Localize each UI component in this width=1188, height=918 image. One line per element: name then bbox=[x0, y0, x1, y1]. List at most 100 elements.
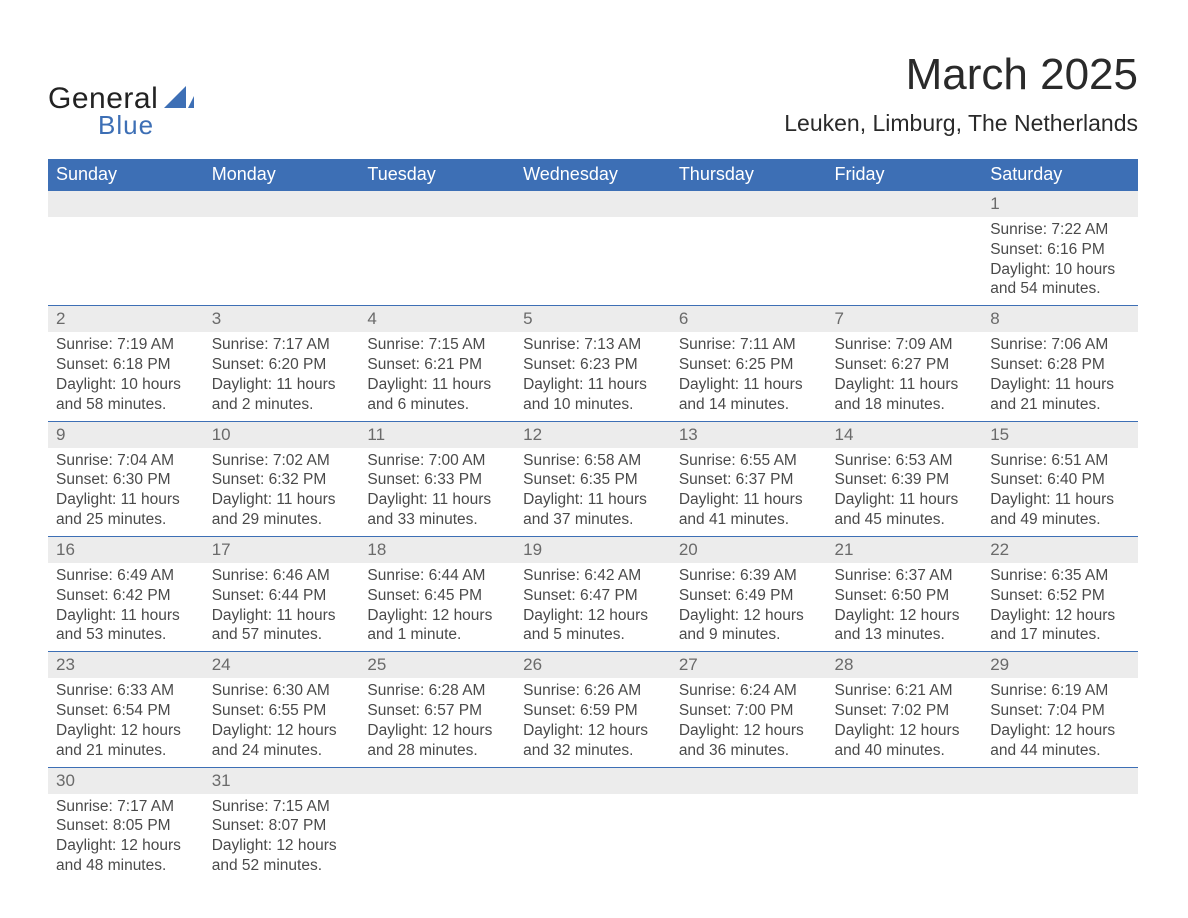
detail-line: Daylight: 12 hours bbox=[56, 836, 196, 856]
detail-line: Daylight: 11 hours bbox=[523, 375, 663, 395]
detail-line: Daylight: 11 hours bbox=[990, 490, 1130, 510]
day-number bbox=[671, 767, 827, 794]
day-number: 18 bbox=[359, 536, 515, 563]
detail-line bbox=[523, 260, 663, 280]
day-number bbox=[982, 767, 1138, 794]
detail-line: Daylight: 12 hours bbox=[212, 721, 352, 741]
day-details bbox=[671, 217, 827, 306]
detail-line: Sunrise: 6:28 AM bbox=[367, 681, 507, 701]
detail-line bbox=[679, 816, 819, 836]
detail-line: Sunrise: 6:46 AM bbox=[212, 566, 352, 586]
detail-line: Sunrise: 6:37 AM bbox=[835, 566, 975, 586]
detail-line: Daylight: 11 hours bbox=[56, 490, 196, 510]
detail-line: Sunset: 7:02 PM bbox=[835, 701, 975, 721]
detail-line: Daylight: 12 hours bbox=[990, 721, 1130, 741]
detail-line: Sunrise: 6:44 AM bbox=[367, 566, 507, 586]
detail-line: Sunset: 6:28 PM bbox=[990, 355, 1130, 375]
day-number: 10 bbox=[204, 421, 360, 448]
detail-line bbox=[835, 797, 975, 817]
detail-line bbox=[56, 260, 196, 280]
day-details bbox=[48, 217, 204, 306]
day-number bbox=[827, 191, 983, 217]
detail-line: Sunrise: 6:53 AM bbox=[835, 451, 975, 471]
detail-line bbox=[835, 279, 975, 299]
detail-line bbox=[367, 856, 507, 876]
detail-line: Sunset: 6:49 PM bbox=[679, 586, 819, 606]
day-number bbox=[48, 191, 204, 217]
day-details: Sunrise: 6:33 AMSunset: 6:54 PMDaylight:… bbox=[48, 678, 204, 767]
day-number: 16 bbox=[48, 536, 204, 563]
detail-line: Sunrise: 6:42 AM bbox=[523, 566, 663, 586]
day-number: 5 bbox=[515, 306, 671, 333]
detail-line bbox=[835, 816, 975, 836]
day-details: Sunrise: 7:04 AMSunset: 6:30 PMDaylight:… bbox=[48, 448, 204, 537]
detail-line: Sunset: 6:21 PM bbox=[367, 355, 507, 375]
detail-line: Daylight: 12 hours bbox=[523, 606, 663, 626]
day-number: 11 bbox=[359, 421, 515, 448]
page-subtitle: Leuken, Limburg, The Netherlands bbox=[784, 110, 1138, 137]
detail-line: Sunset: 6:42 PM bbox=[56, 586, 196, 606]
daynum-row: 9101112131415 bbox=[48, 421, 1138, 448]
detail-line: and 37 minutes. bbox=[523, 510, 663, 530]
detail-line: Daylight: 11 hours bbox=[679, 490, 819, 510]
detail-line bbox=[523, 279, 663, 299]
day-details: Sunrise: 6:53 AMSunset: 6:39 PMDaylight:… bbox=[827, 448, 983, 537]
day-details: Sunrise: 6:19 AMSunset: 7:04 PMDaylight:… bbox=[982, 678, 1138, 767]
detail-line: Sunrise: 6:49 AM bbox=[56, 566, 196, 586]
detail-line: Sunrise: 6:35 AM bbox=[990, 566, 1130, 586]
day-number bbox=[827, 767, 983, 794]
detail-line: Sunrise: 7:00 AM bbox=[367, 451, 507, 471]
detail-line: Daylight: 11 hours bbox=[523, 490, 663, 510]
detail-line bbox=[523, 856, 663, 876]
detail-line bbox=[56, 240, 196, 260]
detail-line bbox=[990, 797, 1130, 817]
day-details bbox=[827, 217, 983, 306]
detail-line: Sunset: 8:05 PM bbox=[56, 816, 196, 836]
detail-line: and 41 minutes. bbox=[679, 510, 819, 530]
day-details: Sunrise: 6:58 AMSunset: 6:35 PMDaylight:… bbox=[515, 448, 671, 537]
detail-line: Daylight: 11 hours bbox=[212, 375, 352, 395]
detail-line: Sunrise: 7:17 AM bbox=[212, 335, 352, 355]
daynum-row: 3031 bbox=[48, 767, 1138, 794]
detail-line: and 14 minutes. bbox=[679, 395, 819, 415]
day-details: Sunrise: 7:13 AMSunset: 6:23 PMDaylight:… bbox=[515, 332, 671, 421]
detail-line: Daylight: 12 hours bbox=[679, 721, 819, 741]
detail-line: Sunset: 6:33 PM bbox=[367, 470, 507, 490]
day-number: 13 bbox=[671, 421, 827, 448]
detail-line: Sunset: 6:59 PM bbox=[523, 701, 663, 721]
detail-line: Sunrise: 6:26 AM bbox=[523, 681, 663, 701]
detail-line bbox=[990, 836, 1130, 856]
day-details: Sunrise: 7:02 AMSunset: 6:32 PMDaylight:… bbox=[204, 448, 360, 537]
detail-line: and 18 minutes. bbox=[835, 395, 975, 415]
detail-line bbox=[835, 856, 975, 876]
detail-line: and 5 minutes. bbox=[523, 625, 663, 645]
detail-line: and 52 minutes. bbox=[212, 856, 352, 876]
detail-row: Sunrise: 7:22 AMSunset: 6:16 PMDaylight:… bbox=[48, 217, 1138, 306]
detail-line: Sunset: 8:07 PM bbox=[212, 816, 352, 836]
detail-line bbox=[679, 836, 819, 856]
detail-line: and 45 minutes. bbox=[835, 510, 975, 530]
daynum-row: 1 bbox=[48, 191, 1138, 217]
day-details: Sunrise: 7:17 AMSunset: 8:05 PMDaylight:… bbox=[48, 794, 204, 882]
detail-line bbox=[56, 220, 196, 240]
day-number bbox=[204, 191, 360, 217]
title-block: March 2025 Leuken, Limburg, The Netherla… bbox=[784, 50, 1138, 137]
day-number: 30 bbox=[48, 767, 204, 794]
day-details bbox=[515, 217, 671, 306]
col-tuesday: Tuesday bbox=[359, 159, 515, 191]
day-details: Sunrise: 7:09 AMSunset: 6:27 PMDaylight:… bbox=[827, 332, 983, 421]
day-details: Sunrise: 6:24 AMSunset: 7:00 PMDaylight:… bbox=[671, 678, 827, 767]
detail-line: and 6 minutes. bbox=[367, 395, 507, 415]
daynum-row: 2345678 bbox=[48, 306, 1138, 333]
detail-line bbox=[679, 279, 819, 299]
day-number bbox=[359, 191, 515, 217]
day-details bbox=[204, 217, 360, 306]
detail-line: Sunrise: 6:33 AM bbox=[56, 681, 196, 701]
detail-line bbox=[523, 836, 663, 856]
detail-line: Sunrise: 7:22 AM bbox=[990, 220, 1130, 240]
day-details bbox=[359, 217, 515, 306]
day-number: 24 bbox=[204, 652, 360, 679]
detail-line: Sunset: 6:25 PM bbox=[679, 355, 819, 375]
detail-row: Sunrise: 7:17 AMSunset: 8:05 PMDaylight:… bbox=[48, 794, 1138, 882]
detail-line: Sunset: 6:52 PM bbox=[990, 586, 1130, 606]
